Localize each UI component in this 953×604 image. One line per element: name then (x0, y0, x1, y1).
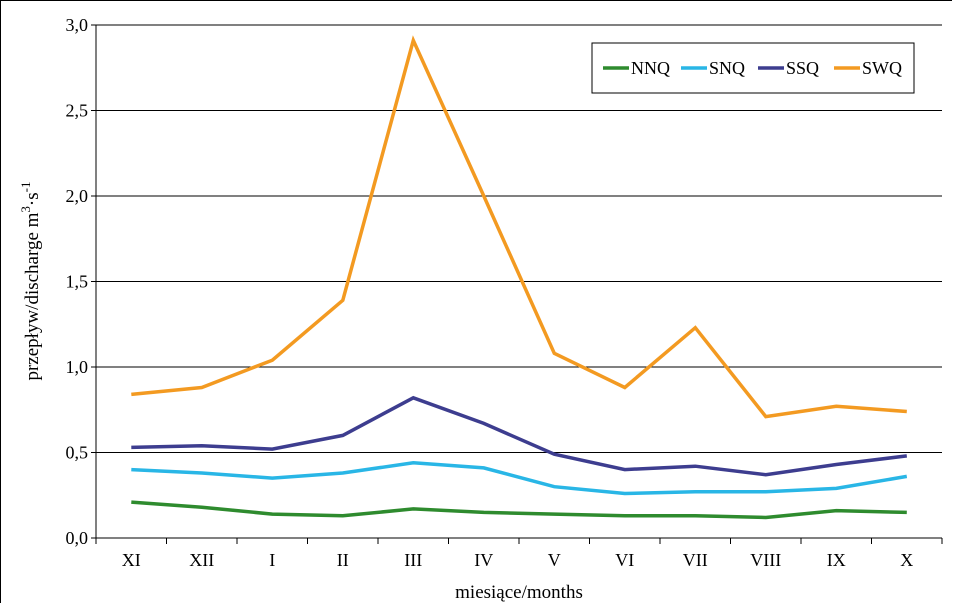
legend: NNQ SNQ SSQ SWQ (591, 42, 915, 94)
x-tick-label: V (548, 550, 561, 570)
x-tick-label: VI (615, 550, 634, 570)
x-tick-label: XI (122, 550, 141, 570)
y-axis-title-base: przepływ/discharge m (22, 212, 43, 380)
x-tick-label: VIII (750, 550, 781, 570)
x-tick-label: I (269, 550, 275, 570)
y-tick-label: 0,0 (66, 528, 89, 548)
x-tick-label: IX (827, 550, 846, 570)
y-axis-title-mid: ·s (22, 192, 43, 206)
series-line-nnq (131, 500, 907, 520)
x-tick-label: XII (189, 550, 214, 570)
series-line-ssq (131, 395, 908, 477)
x-tick-label: IV (474, 550, 493, 570)
series-line-snq (131, 461, 908, 496)
x-axis-title: miesiące/months (455, 582, 583, 603)
y-tick-label: 2,0 (66, 186, 89, 206)
y-axis-ticks: 0,0 0,5 1,0 1,5 2,0 2,5 3,0 (66, 15, 96, 548)
x-tick-label: III (404, 550, 422, 570)
x-tick-label: VII (683, 550, 708, 570)
y-axis-title-sup1: 3 (18, 206, 33, 213)
y-axis-title: przepływ/discharge m3·s-1 (18, 181, 43, 380)
legend-label-nnq: NNQ (631, 58, 670, 78)
x-tick-label: II (337, 550, 349, 570)
y-tick-label: 1,5 (66, 272, 89, 292)
y-axis-title-sup2: -1 (18, 181, 33, 192)
legend-label-snq: SNQ (709, 58, 745, 78)
y-tick-label: 0,5 (66, 443, 89, 463)
y-tick-label: 1,0 (66, 357, 89, 377)
gridlines (96, 24, 942, 453)
series-line-swq (131, 35, 907, 419)
legend-label-ssq: SSQ (786, 58, 819, 78)
x-tick-label: X (900, 550, 913, 570)
legend-label-swq: SWQ (862, 58, 902, 78)
series-lines (131, 35, 908, 520)
legend-box (591, 42, 915, 94)
x-axis-ticks: XI XII I II III IV V VI VII VIII IX X (95, 538, 943, 570)
y-tick-label: 3,0 (66, 15, 89, 35)
y-tick-label: 2,5 (66, 101, 89, 121)
